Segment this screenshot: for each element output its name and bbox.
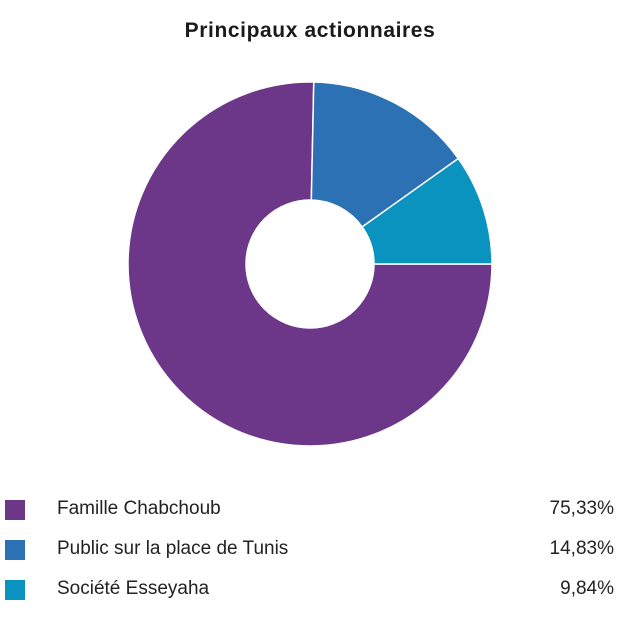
legend-item: Public sur la place de Tunis 14,83% bbox=[0, 530, 620, 570]
legend-label: Société Esseyaha bbox=[57, 578, 210, 599]
legend-item: Société Esseyaha 9,84% bbox=[0, 570, 620, 610]
legend-swatch bbox=[5, 540, 25, 560]
legend-value: 14,83% bbox=[549, 538, 614, 559]
legend-label: Famille Chabchoub bbox=[57, 498, 221, 519]
legend: Famille Chabchoub 75,33% Public sur la pla… bbox=[0, 490, 620, 610]
legend-item: Famille Chabchoub 75,33% bbox=[0, 490, 620, 530]
legend-label: Public sur la place de Tunis bbox=[57, 538, 289, 559]
pie-slice-1 bbox=[127, 81, 493, 447]
legend-swatch bbox=[5, 500, 25, 520]
pie-slice-3 bbox=[361, 157, 493, 265]
chart-title: Principaux actionnaires bbox=[184, 19, 436, 42]
pie-slice-2 bbox=[310, 81, 460, 228]
legend-value: 75,33% bbox=[549, 498, 614, 519]
legend-swatch bbox=[5, 580, 25, 600]
legend-value: 9,84% bbox=[560, 578, 614, 599]
donut-chart bbox=[127, 81, 493, 447]
